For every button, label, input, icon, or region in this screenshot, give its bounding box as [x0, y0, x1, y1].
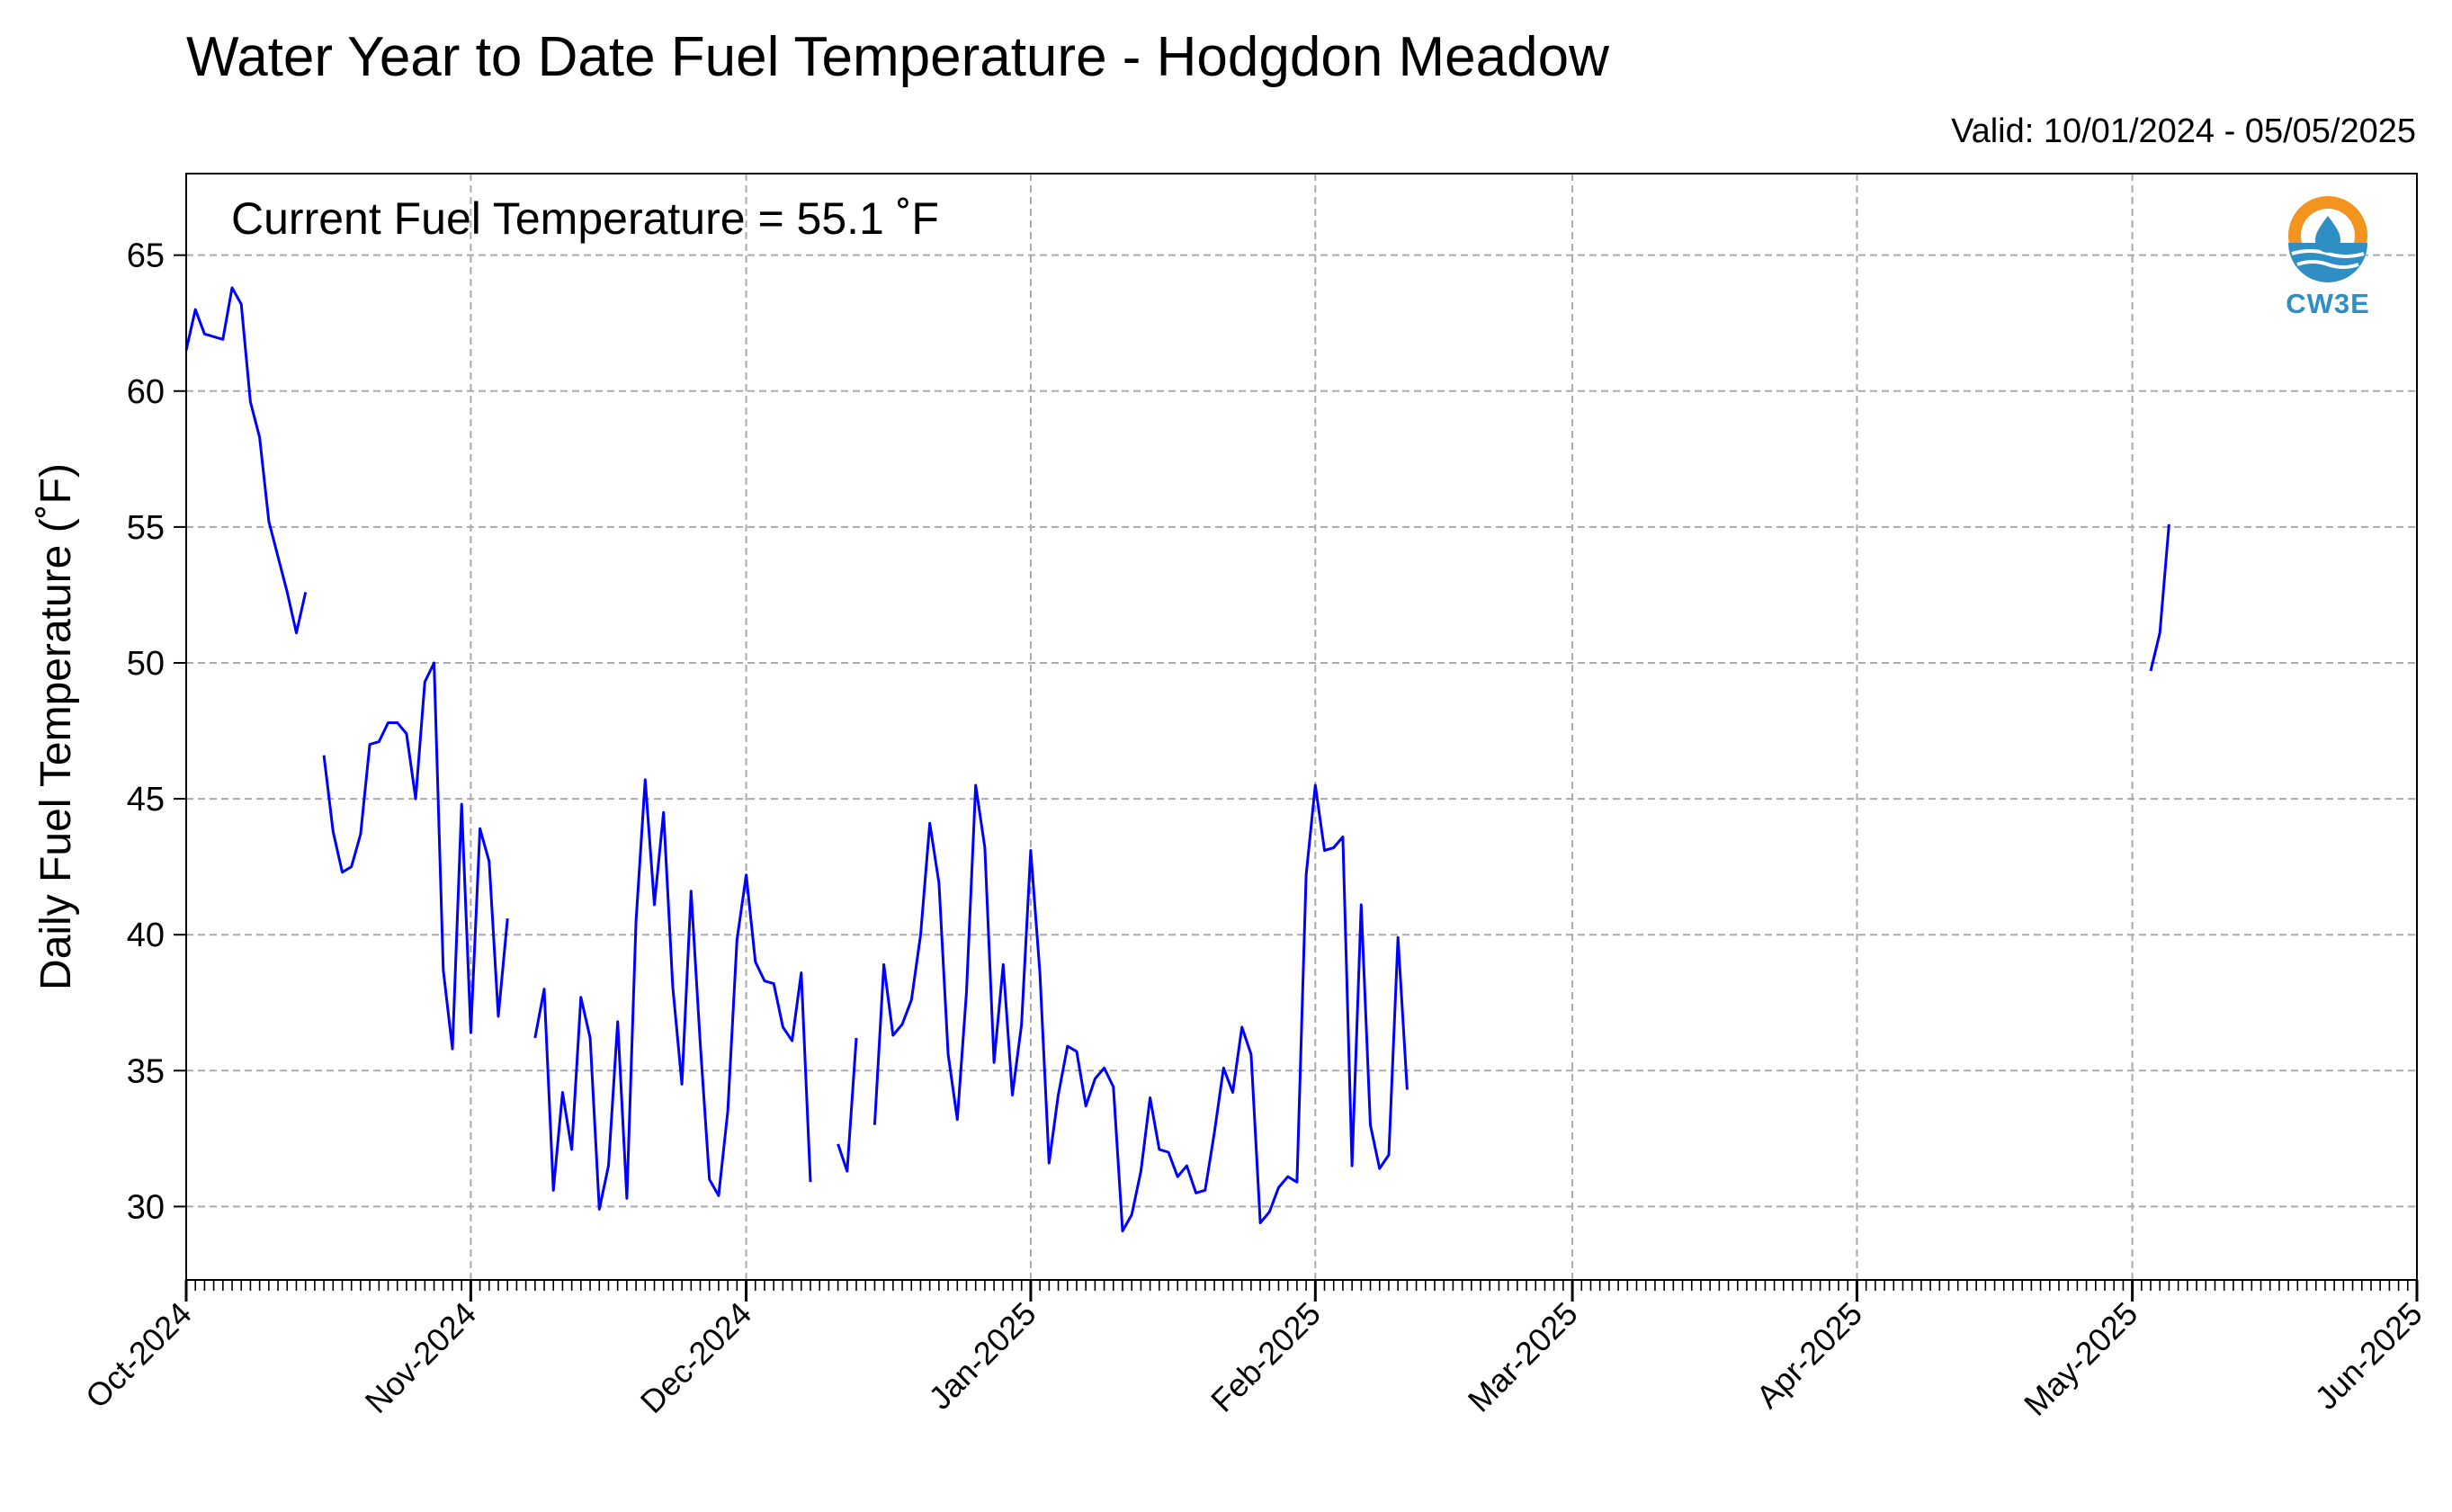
- fuel-temperature-series: [184, 286, 2170, 1233]
- series-line-segment: [837, 1037, 858, 1173]
- y-tick-label: 35: [127, 1052, 165, 1090]
- series-line-segment: [184, 286, 308, 635]
- y-tick-label: 30: [127, 1188, 165, 1226]
- y-axis-label: Daily Fuel Temperature (˚F): [32, 463, 80, 990]
- plot-area-frame: [185, 173, 2418, 1281]
- x-tick-label: May-2025: [2017, 1295, 2144, 1423]
- x-tick-label: Feb-2025: [1204, 1295, 1328, 1419]
- x-tick-label: Mar-2025: [1461, 1295, 1585, 1419]
- x-tick-label: Dec-2024: [633, 1295, 758, 1420]
- y-tick-label: 55: [127, 509, 165, 547]
- grid-lines: [185, 174, 2418, 1280]
- axis-ticks: [174, 254, 2419, 1302]
- x-tick-label: Nov-2024: [358, 1295, 483, 1420]
- y-tick-label: 40: [127, 917, 165, 954]
- x-tick-label: Jun-2025: [2308, 1295, 2430, 1417]
- current-fuel-temperature-annotation: Current Fuel Temperature = 55.1 ˚F: [231, 193, 939, 244]
- x-tick-label: Apr-2025: [1749, 1295, 1869, 1416]
- logo-droplet-icon: [2315, 216, 2340, 253]
- series-line-segment: [533, 778, 812, 1211]
- y-tick-labels: 30 35 40 45 50 55 60 65: [127, 237, 165, 1227]
- x-tick-label: Oct-2024: [78, 1295, 199, 1416]
- series-line-segment: [2149, 523, 2170, 672]
- y-tick-label: 60: [127, 373, 165, 411]
- y-tick-label: 65: [127, 237, 165, 275]
- x-minor-ticks: [185, 1280, 2418, 1291]
- chart-subtitle: Valid: 10/01/2024 - 05/05/2025: [1951, 112, 2416, 150]
- series-line-segment: [873, 783, 1409, 1233]
- y-tick-label: 50: [127, 645, 165, 683]
- x-tick-label: Jan-2025: [921, 1295, 1043, 1417]
- cw3e-logo: CW3E: [2286, 196, 2370, 319]
- logo-text: CW3E: [2286, 288, 2370, 319]
- x-tick-labels: Oct-2024 Nov-2024 Dec-2024 Jan-2025 Feb-2025…: [78, 1295, 2430, 1423]
- series-line-segment: [322, 661, 509, 1051]
- y-tick-label: 45: [127, 781, 165, 819]
- chart-title: Water Year to Date Fuel Temperature - Ho…: [186, 26, 1609, 88]
